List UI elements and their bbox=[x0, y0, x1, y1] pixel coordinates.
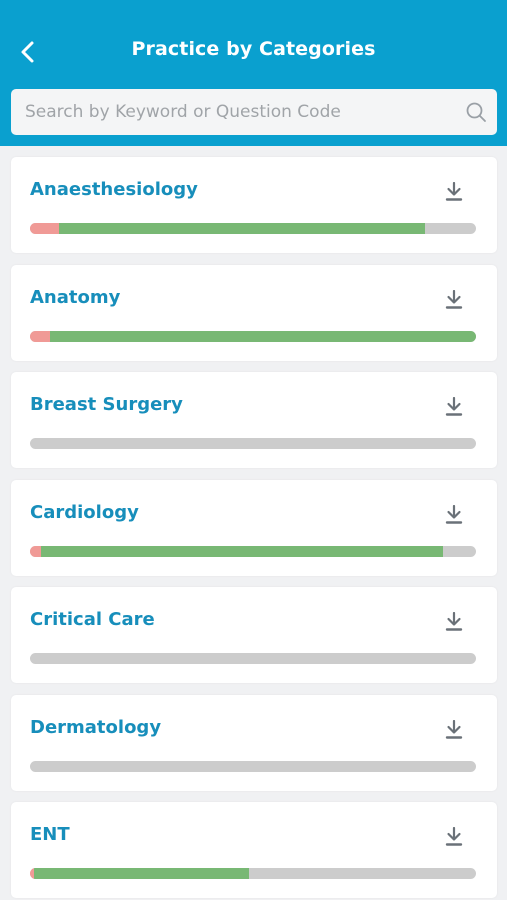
download-button[interactable] bbox=[441, 502, 467, 528]
search-icon[interactable] bbox=[465, 101, 487, 123]
category-title: Anatomy bbox=[30, 286, 121, 308]
chevron-left-icon bbox=[21, 41, 34, 63]
category-card-anatomy[interactable]: Anatomy bbox=[11, 264, 497, 361]
search-input[interactable] bbox=[11, 89, 451, 135]
progress-wrong-segment bbox=[30, 223, 59, 234]
search-bar bbox=[11, 89, 497, 135]
progress-correct-segment bbox=[58, 223, 425, 234]
category-card-ent[interactable]: ENT bbox=[11, 802, 497, 898]
progress-bar bbox=[30, 330, 476, 342]
progress-bar bbox=[30, 438, 476, 449]
category-card-critical-care[interactable]: Critical Care bbox=[11, 587, 497, 683]
category-card-breast-surgery[interactable]: Breast Surgery bbox=[11, 372, 497, 468]
progress-bar bbox=[30, 760, 476, 772]
download-button[interactable] bbox=[441, 394, 467, 420]
category-title: Dermatology bbox=[30, 716, 162, 738]
progress-bar bbox=[30, 223, 476, 234]
download-icon bbox=[445, 397, 463, 416]
category-title: Cardiology bbox=[30, 501, 139, 523]
download-icon bbox=[445, 612, 463, 631]
download-icon bbox=[445, 827, 463, 846]
category-card-anaesthesiology[interactable]: Anaesthesiology bbox=[11, 157, 497, 253]
progress-wrong-segment bbox=[30, 545, 42, 557]
category-title: ENT bbox=[30, 824, 70, 845]
progress-bar bbox=[30, 653, 476, 664]
download-button[interactable] bbox=[441, 717, 467, 743]
page-title: Practice by Categories bbox=[131, 38, 376, 60]
back-button[interactable] bbox=[8, 32, 48, 72]
download-button[interactable] bbox=[441, 609, 467, 635]
download-icon bbox=[445, 719, 463, 739]
download-icon bbox=[445, 182, 463, 201]
category-title: Breast Surgery bbox=[30, 394, 183, 415]
download-button[interactable] bbox=[441, 179, 467, 205]
download-button[interactable] bbox=[441, 824, 467, 850]
progress-correct-segment bbox=[50, 330, 476, 342]
download-button[interactable] bbox=[441, 287, 467, 313]
progress-correct-segment bbox=[34, 868, 249, 879]
progress-wrong-segment bbox=[30, 868, 35, 879]
app-header: Practice by Categories bbox=[0, 0, 507, 146]
download-icon bbox=[445, 504, 463, 524]
progress-wrong-segment bbox=[30, 330, 51, 342]
category-card-dermatology[interactable]: Dermatology bbox=[11, 694, 497, 791]
progress-correct-segment bbox=[41, 545, 443, 557]
category-title: Critical Care bbox=[30, 609, 155, 630]
download-icon bbox=[445, 289, 463, 309]
progress-bar bbox=[30, 868, 476, 879]
category-card-cardiology[interactable]: Cardiology bbox=[11, 479, 497, 576]
category-title: Anaesthesiology bbox=[30, 179, 198, 200]
progress-bar bbox=[30, 545, 476, 557]
